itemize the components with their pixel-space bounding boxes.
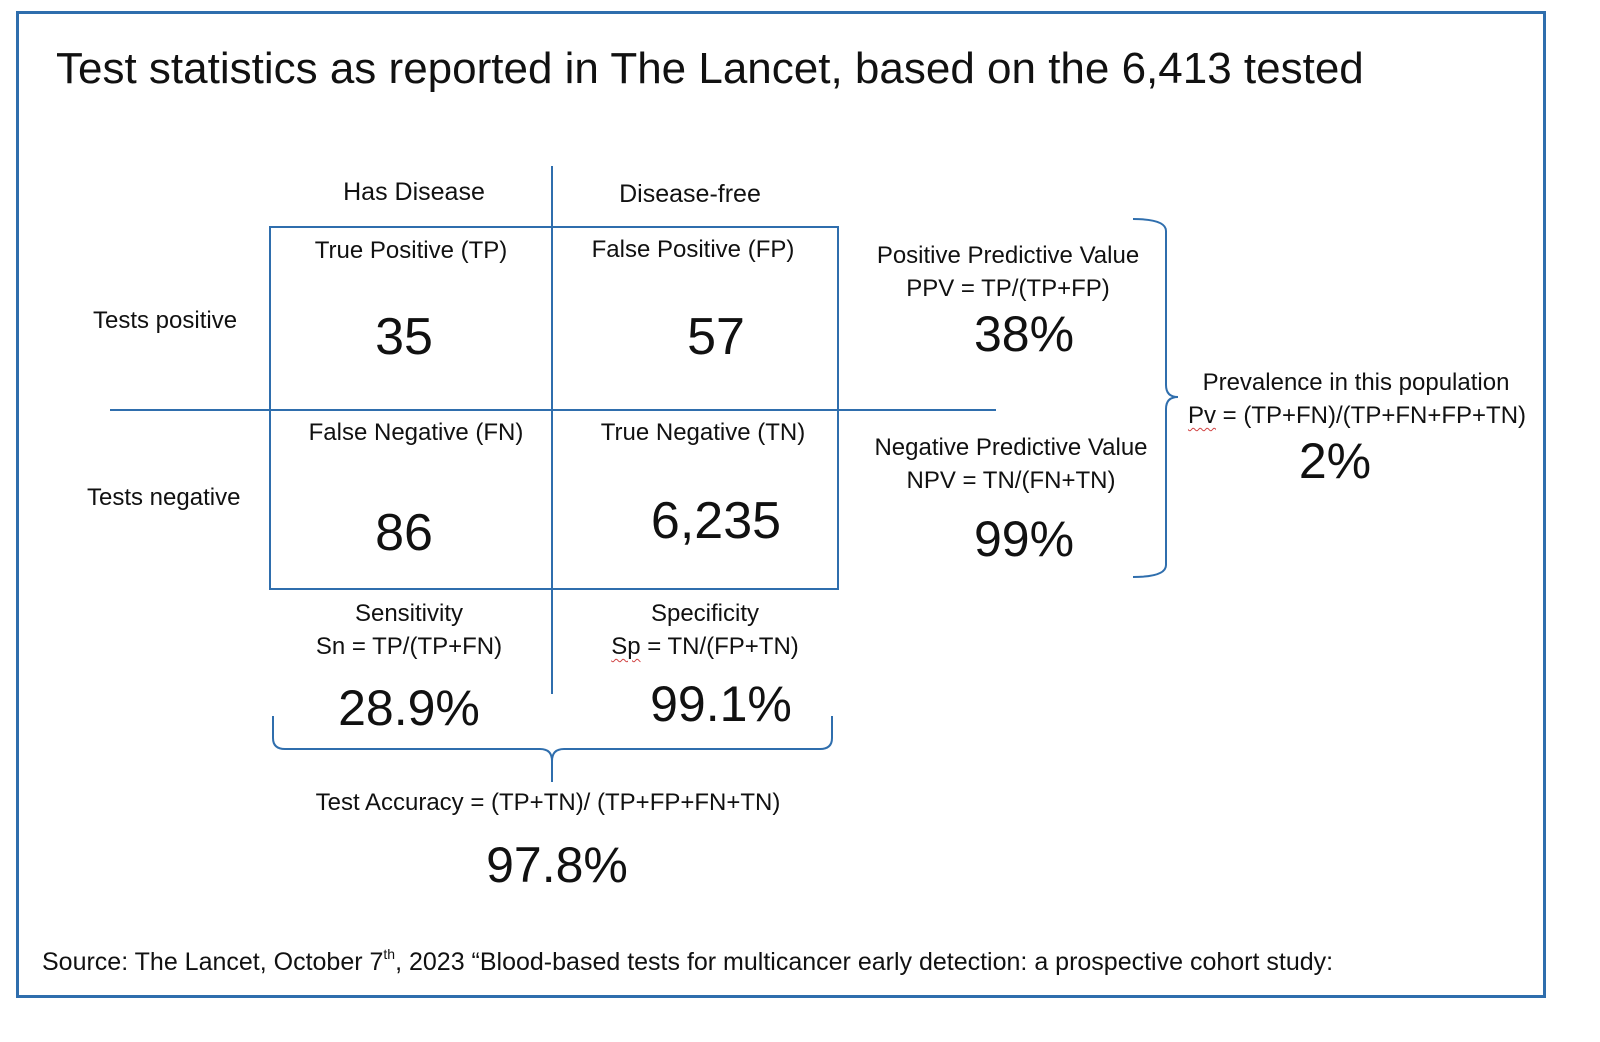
true-negative-label: True Negative (TN) — [600, 419, 806, 446]
true-positive-value: 35 — [375, 308, 433, 366]
specificity-value: 99.1% — [650, 676, 792, 732]
source-sup: th — [383, 946, 396, 962]
true-positive-label: True Positive (TP) — [314, 237, 508, 264]
specificity-formula: Sp = TN/(FP+TN) — [611, 635, 799, 659]
row-label-tests-negative: Tests negative — [87, 484, 241, 511]
ppv-label: Positive Predictive Value — [876, 242, 1140, 269]
specificity-abbr: Sp — [611, 633, 641, 660]
prevalence-brace — [1132, 218, 1179, 578]
column-header-disease-free: Disease-free — [619, 180, 761, 208]
npv-label: Negative Predictive Value — [874, 434, 1148, 461]
prevalence-formula: Pv = (TP+FN)/(TP+FN+FP+TN) — [1188, 404, 1526, 428]
ppv-formula: PPV = TP/(TP+FP) — [906, 275, 1110, 302]
prevalence-value: 2% — [1298, 433, 1372, 489]
sensitivity-value: 28.9% — [338, 680, 480, 736]
prevalence-label: Prevalence in this population — [1202, 369, 1510, 396]
source-suffix: , 2023 “Blood-based tests for multicance… — [395, 948, 1334, 976]
column-header-has-disease: Has Disease — [343, 178, 485, 206]
slide-frame — [16, 11, 1546, 998]
accuracy-brace — [272, 716, 833, 782]
accuracy-label: Test Accuracy = (TP+TN)/ (TP+FP+FN+TN) — [315, 789, 781, 816]
source-citation: Source: The Lancet, October 7th, 2023 “B… — [42, 947, 1334, 976]
prevalence-abbr: Pv — [1187, 402, 1216, 429]
row-label-tests-positive: Tests positive — [93, 307, 238, 334]
contingency-table-border — [269, 226, 839, 590]
page-title: Test statistics as reported in The Lance… — [56, 44, 1364, 93]
specificity-label: Specificity — [650, 600, 760, 627]
ppv-value: 38% — [973, 306, 1075, 362]
sensitivity-formula: Sn = TP/(TP+FN) — [315, 633, 503, 660]
false-negative-label: False Negative (FN) — [308, 419, 524, 446]
sensitivity-label: Sensitivity — [354, 600, 464, 627]
false-positive-value: 57 — [687, 308, 745, 366]
true-negative-value: 6,235 — [650, 492, 782, 550]
npv-value: 99% — [973, 511, 1075, 567]
npv-formula: NPV = TN/(FN+TN) — [906, 467, 1116, 494]
false-negative-value: 86 — [375, 504, 433, 562]
accuracy-value: 97.8% — [486, 837, 628, 893]
false-positive-label: False Positive (FP) — [591, 236, 795, 263]
specificity-formula-rest: = TN/(FP+TN) — [640, 633, 799, 660]
prevalence-formula-rest: = (TP+FN)/(TP+FN+FP+TN) — [1215, 402, 1527, 429]
source-prefix: Source: The Lancet, October 7 — [42, 948, 384, 976]
